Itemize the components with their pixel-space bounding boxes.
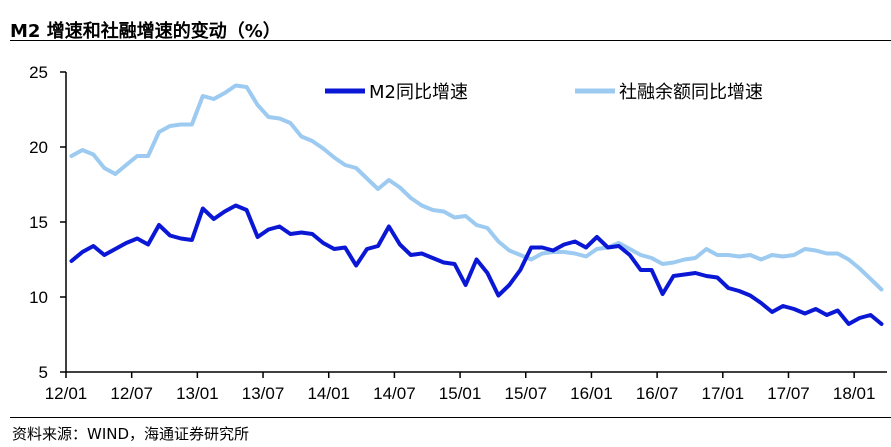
x-tick-label: 14/07	[373, 384, 416, 403]
axes: 5 10 15 20 25 12/01 12/07 13/01 13/07 14/01 14/07 1…	[29, 63, 887, 403]
y-tick-label: 25	[29, 63, 48, 82]
x-tick-label: 16/01	[570, 384, 613, 403]
chart-title: M2 增速和社融增速的变动（%）	[10, 21, 281, 42]
series-layer	[69, 83, 884, 326]
x-tick-label: 13/01	[176, 384, 219, 403]
x-tick-label: 17/07	[767, 384, 810, 403]
x-tick-label: 14/01	[307, 384, 350, 403]
bottom-rule	[10, 417, 891, 418]
top-rule	[10, 40, 891, 41]
legend: M2同比增速 社融余额同比增速	[325, 82, 763, 103]
source-note: 资料来源：WIND，海通证券研究所	[12, 425, 250, 443]
legend-label-m2: M2同比增速	[369, 82, 468, 103]
legend-label-tsf: 社融余额同比增速	[619, 82, 763, 103]
y-tick-label: 15	[29, 213, 48, 232]
y-tick-label: 5	[39, 363, 48, 382]
x-tick-label: 16/07	[636, 384, 679, 403]
x-tick-label: 12/07	[110, 384, 153, 403]
x-tick-label: 15/07	[504, 384, 547, 403]
series-line-m2	[69, 203, 884, 326]
y-tick-label: 20	[29, 138, 48, 157]
x-tick-label: 18/01	[833, 384, 876, 403]
x-tick-label: 17/01	[702, 384, 745, 403]
x-tick-label: 13/07	[242, 384, 285, 403]
x-tick-label: 12/01	[45, 384, 88, 403]
x-tick-label: 15/01	[439, 384, 482, 403]
series-line-tsf	[69, 83, 884, 292]
y-tick-label: 10	[29, 288, 48, 307]
